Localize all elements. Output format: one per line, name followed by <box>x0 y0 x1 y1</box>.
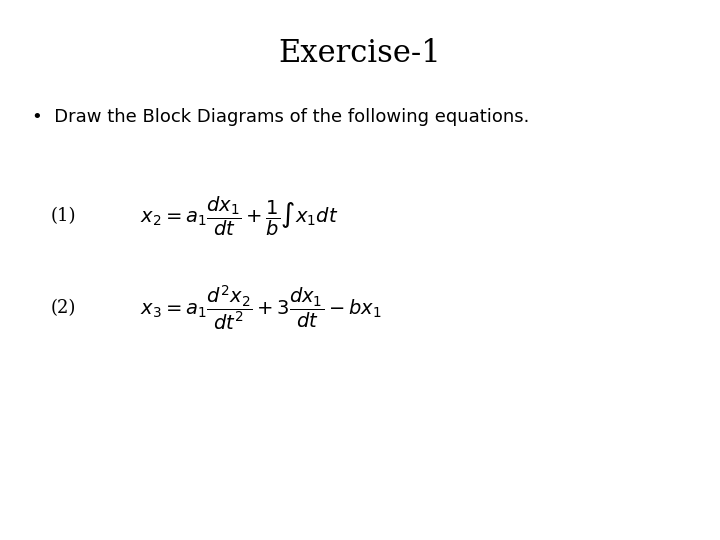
Text: (2): (2) <box>50 299 76 317</box>
Text: $x_3 = a_1 \dfrac{d^2 x_2}{dt^2} + 3\dfrac{dx_1}{dt} - bx_1$: $x_3 = a_1 \dfrac{d^2 x_2}{dt^2} + 3\dfr… <box>140 284 382 332</box>
Text: Exercise-1: Exercise-1 <box>279 38 441 69</box>
Text: (1): (1) <box>50 207 76 225</box>
Text: $x_2 = a_1 \dfrac{dx_1}{dt} + \dfrac{1}{b}\int x_1 dt$: $x_2 = a_1 \dfrac{dx_1}{dt} + \dfrac{1}{… <box>140 194 339 238</box>
Text: •  Draw the Block Diagrams of the following equations.: • Draw the Block Diagrams of the followi… <box>32 108 530 126</box>
